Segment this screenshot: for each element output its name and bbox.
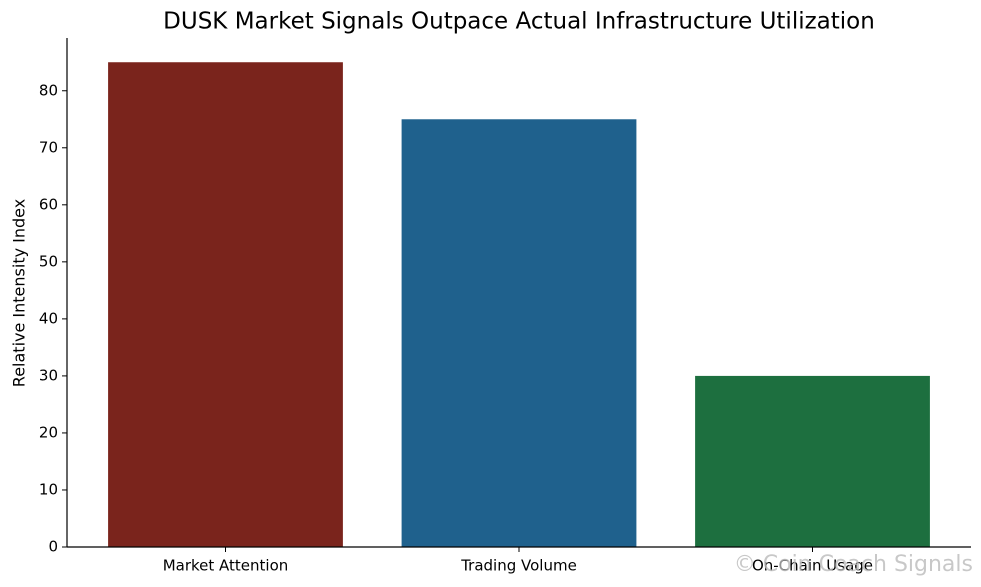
chart-title: DUSK Market Signals Outpace Actual Infra…: [163, 9, 875, 35]
x-tick-label: Market Attention: [163, 557, 289, 575]
bar: [695, 375, 930, 547]
y-tick-label: 10: [39, 480, 58, 498]
watermark: © Coin Coach Signals: [734, 552, 973, 577]
y-tick-label: 80: [39, 81, 58, 99]
y-tick-label: 0: [48, 538, 58, 556]
bar: [108, 62, 343, 547]
y-axis-label: Relative Intensity Index: [10, 199, 29, 387]
x-tick-label: On-Chain Usage: [752, 557, 873, 575]
y-tick-label: 70: [39, 138, 58, 156]
y-tick-label: 60: [39, 195, 58, 213]
y-tick-label: 40: [39, 309, 58, 327]
x-tick-label: Trading Volume: [460, 557, 577, 575]
y-tick-label: 30: [39, 366, 58, 384]
y-tick-label: 20: [39, 423, 58, 441]
y-tick-label: 50: [39, 252, 58, 270]
bar: [401, 119, 637, 547]
